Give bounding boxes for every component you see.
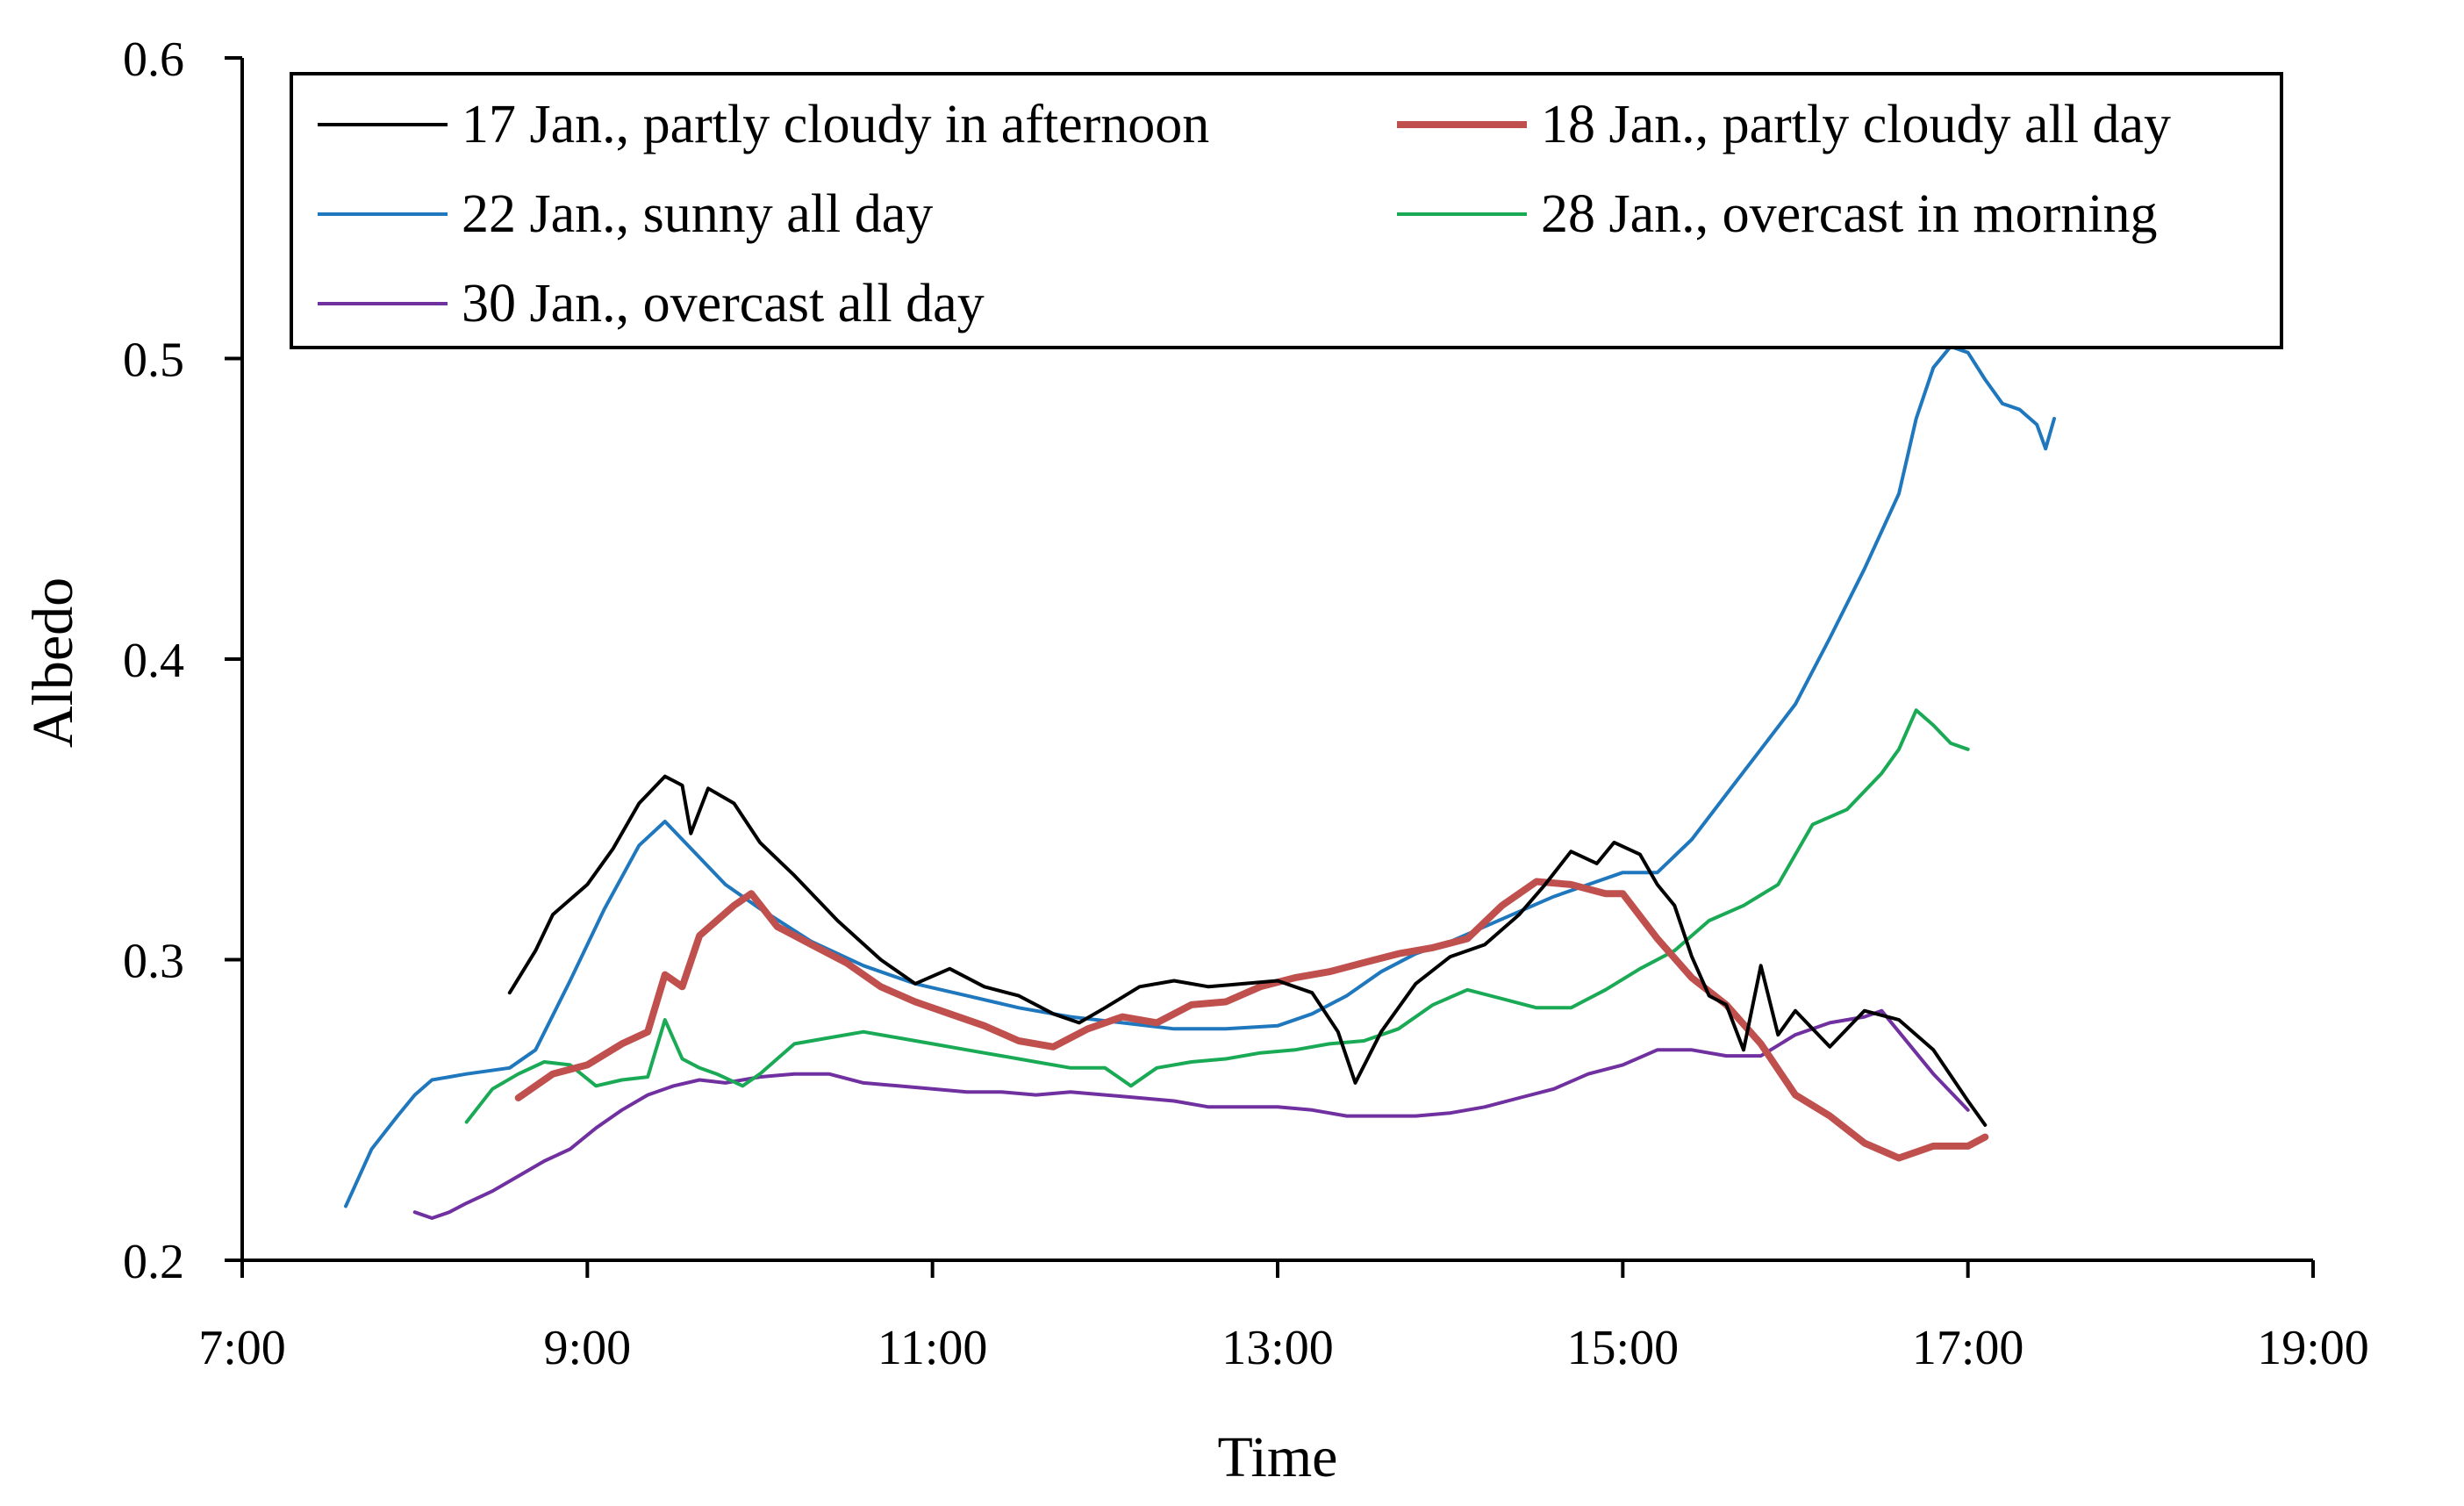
- legend-label-22-jan: 22 Jan., sunny all day: [462, 184, 933, 244]
- y-axis-ticks: 0.2 0.3 0.4 0.5 0.6: [123, 32, 242, 1289]
- legend-box: [290, 72, 2283, 349]
- x-tick-label: 17:00: [1912, 1321, 2024, 1375]
- series-line-22-jan: [344, 344, 2056, 1208]
- series-lines: [344, 344, 2056, 1220]
- y-tick-label: 0.6: [123, 32, 184, 87]
- x-tick-label: 9:00: [544, 1321, 632, 1375]
- y-axis-title: Albedo: [21, 577, 85, 748]
- legend-label-30-jan: 30 Jan., overcast all day: [462, 274, 985, 333]
- series-line-30-jan: [412, 1008, 1970, 1220]
- y-tick-label: 0.3: [123, 935, 184, 989]
- x-tick-label: 15:00: [1567, 1321, 1680, 1375]
- y-tick-label: 0.2: [123, 1235, 184, 1289]
- series-line-17-jan: [507, 774, 1988, 1127]
- x-axis-title: Time: [1218, 1425, 1338, 1489]
- axes: 7:00 9:00 11:00 13:00 15:00 17:00 19:00 0.2 0.3…: [21, 32, 2369, 1489]
- x-tick-label: 19:00: [2257, 1321, 2369, 1375]
- legend-label-18-jan: 18 Jan., partly cloudy all day: [1541, 95, 2171, 154]
- legend-items: 17 Jan., partly cloudy in afternoon 18 Ja…: [318, 95, 2171, 333]
- x-tick-label: 7:00: [198, 1321, 286, 1375]
- series-line-28-jan: [464, 708, 1970, 1124]
- y-tick-label: 0.4: [123, 634, 184, 688]
- legend-label-28-jan: 28 Jan., overcast in morning: [1541, 184, 2158, 244]
- series-line-18-jan: [514, 878, 1989, 1162]
- y-tick-label: 0.5: [123, 333, 184, 388]
- legend: 17 Jan., partly cloudy in afternoon 18 Ja…: [290, 72, 2283, 349]
- legend-label-17-jan: 17 Jan., partly cloudy in afternoon: [462, 95, 1209, 154]
- x-tick-label: 13:00: [1221, 1321, 1334, 1375]
- x-axis-ticks: 7:00 9:00 11:00 13:00 15:00 17:00 19:00: [198, 1260, 2369, 1375]
- x-tick-label: 11:00: [877, 1321, 987, 1375]
